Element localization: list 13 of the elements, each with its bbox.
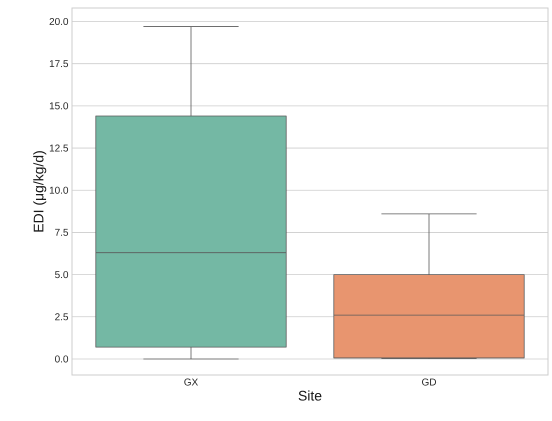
y-tick-label: 12.5	[50, 144, 68, 152]
y-axis-title: EDI (μg/kg/d)	[33, 151, 46, 232]
y-tick-label: 5.0	[55, 271, 68, 278]
y-tick-label: 2.5	[55, 313, 68, 320]
y-tick-label: 10.0	[50, 186, 68, 194]
y-tick-label: 7.5	[55, 228, 68, 236]
y-tick-label: 20.0	[50, 18, 68, 26]
x-tick-label: GD	[422, 378, 436, 386]
y-tick-label: 15.0	[50, 102, 68, 110]
y-tick-label: 0.0	[55, 355, 68, 362]
x-axis-title: Site	[298, 390, 322, 401]
x-tick-label: GX	[184, 378, 198, 386]
y-tick-label: 17.5	[50, 60, 68, 68]
